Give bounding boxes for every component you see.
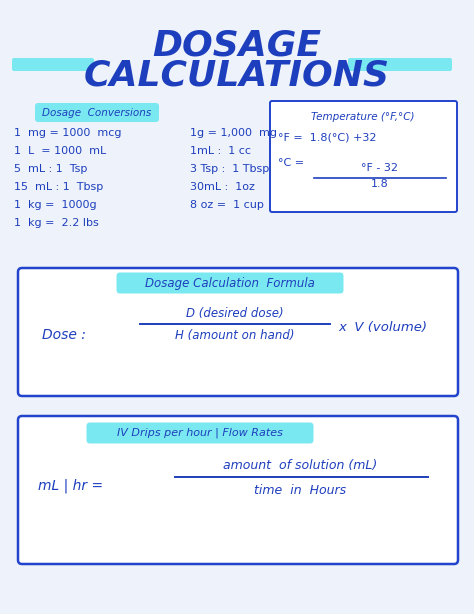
Text: Dosage Calculation  Formula: Dosage Calculation Formula <box>145 276 315 289</box>
Text: 1g = 1,000  mg: 1g = 1,000 mg <box>190 128 277 138</box>
Text: 1  kg =  1000g: 1 kg = 1000g <box>14 200 97 210</box>
FancyBboxPatch shape <box>86 422 313 443</box>
Text: Dose :: Dose : <box>42 328 86 342</box>
Text: DOSAGE: DOSAGE <box>153 28 321 62</box>
Text: time  in  Hours: time in Hours <box>254 483 346 497</box>
FancyBboxPatch shape <box>117 273 344 293</box>
Text: 5  mL : 1  Tsp: 5 mL : 1 Tsp <box>14 164 87 174</box>
Text: 8 oz =  1 cup: 8 oz = 1 cup <box>190 200 264 210</box>
Text: IV Drips per hour | Flow Rates: IV Drips per hour | Flow Rates <box>117 428 283 438</box>
FancyBboxPatch shape <box>18 416 458 564</box>
Text: amount  of solution (mL): amount of solution (mL) <box>223 459 377 473</box>
Text: °C =: °C = <box>278 158 304 168</box>
FancyBboxPatch shape <box>18 268 458 396</box>
Text: 1  kg =  2.2 lbs: 1 kg = 2.2 lbs <box>14 218 99 228</box>
FancyBboxPatch shape <box>35 103 159 122</box>
Text: D (desired dose): D (desired dose) <box>186 306 284 319</box>
Text: Dosage  Conversions: Dosage Conversions <box>42 108 152 118</box>
FancyBboxPatch shape <box>348 58 452 71</box>
Text: 1mL :  1 cc: 1mL : 1 cc <box>190 146 251 156</box>
Text: 1.8: 1.8 <box>371 179 389 189</box>
Text: °F =  1.8(°C) +32: °F = 1.8(°C) +32 <box>278 132 376 142</box>
Text: 1  L  = 1000  mL: 1 L = 1000 mL <box>14 146 106 156</box>
Text: CALCULATIONS: CALCULATIONS <box>84 58 390 92</box>
Text: 30mL :  1oz: 30mL : 1oz <box>190 182 255 192</box>
Text: 1  mg = 1000  mcg: 1 mg = 1000 mcg <box>14 128 121 138</box>
Text: mL | hr =: mL | hr = <box>38 479 103 493</box>
Text: Temperature (°F,°C): Temperature (°F,°C) <box>311 112 415 122</box>
Text: 15  mL : 1  Tbsp: 15 mL : 1 Tbsp <box>14 182 103 192</box>
Text: 3 Tsp :  1 Tbsp: 3 Tsp : 1 Tbsp <box>190 164 269 174</box>
FancyBboxPatch shape <box>12 58 94 71</box>
Text: H (amount on hand): H (amount on hand) <box>175 330 295 343</box>
FancyBboxPatch shape <box>270 101 457 212</box>
Text: x  V (volume): x V (volume) <box>338 322 427 335</box>
Text: °F - 32: °F - 32 <box>362 163 399 173</box>
